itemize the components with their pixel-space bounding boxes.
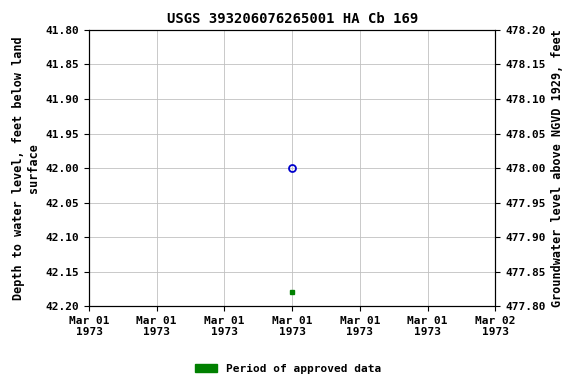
Legend: Period of approved data: Period of approved data — [191, 359, 385, 379]
Y-axis label: Depth to water level, feet below land
surface: Depth to water level, feet below land su… — [12, 36, 40, 300]
Y-axis label: Groundwater level above NGVD 1929, feet: Groundwater level above NGVD 1929, feet — [551, 29, 564, 307]
Title: USGS 393206076265001 HA Cb 169: USGS 393206076265001 HA Cb 169 — [166, 12, 418, 26]
